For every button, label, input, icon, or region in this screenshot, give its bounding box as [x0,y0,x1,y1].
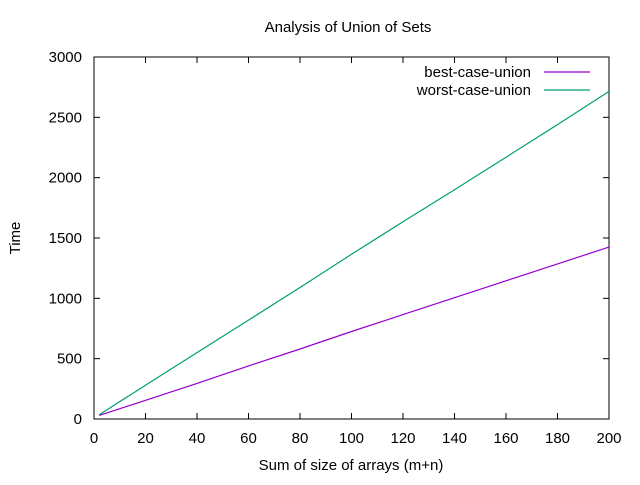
y-tick-label: 1500 [49,230,82,247]
legend-label-best-case-union: best-case-union [424,64,531,81]
tick-marks: 0 20 40 60 80 100 120 140 160 180 2000500100015002… [49,49,622,447]
x-tick-label: 80 [292,430,309,447]
plot-area-border [93,56,610,420]
y-tick-label: 1000 [49,290,82,307]
legend-label-worst-case-union: worst-case-union [416,82,531,99]
x-tick-label: 120 [390,430,415,447]
x-tick-label: 20 [137,430,154,447]
x-tick-label: 160 [493,430,518,447]
y-tick-label: 0 [74,411,82,428]
x-tick-label: 140 [442,430,467,447]
x-axis-label: Sum of size of arrays (m+n) [259,457,444,474]
x-tick-label: 0 [90,430,98,447]
y-tick-label: 2500 [49,109,82,126]
x-tick-label: 60 [240,430,257,447]
y-tick-label: 500 [57,351,82,368]
x-tick-label: 200 [596,430,621,447]
x-tick-label: 180 [545,430,570,447]
y-axis-label: Time [7,222,24,255]
series-line-best-case-union [99,246,610,416]
x-tick-label: 100 [339,430,364,447]
y-tick-label: 2000 [49,170,82,187]
series-layer [98,90,610,416]
chart-title: Analysis of Union of Sets [265,19,432,36]
y-tick-label: 3000 [49,49,82,66]
series-line-worst-case-union [98,90,610,416]
x-tick-label: 40 [189,430,206,447]
